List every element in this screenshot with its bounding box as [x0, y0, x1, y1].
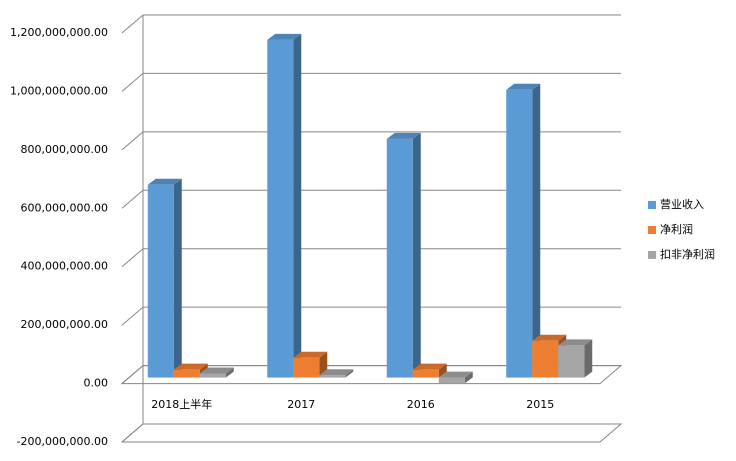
x-tick-label: 2016 [407, 398, 435, 411]
bar-top [199, 367, 234, 374]
bar-3d [506, 83, 541, 378]
grid-line-side [121, 73, 144, 92]
bar [173, 369, 200, 378]
bar [558, 345, 585, 378]
bar-3d [267, 33, 302, 378]
bar-3d [438, 371, 473, 384]
bar-top [438, 371, 473, 378]
grid-line-side [121, 248, 144, 268]
grid-line-side [121, 189, 144, 209]
y-tick-label: -200,000,000.00 [17, 435, 108, 448]
bar [199, 373, 226, 378]
bar-side [532, 83, 541, 378]
legend-label: 净利润 [660, 222, 693, 236]
x-tick-label: 2018上半年 [151, 397, 212, 411]
y-tick-label: 1,000,000,000.00 [10, 84, 108, 97]
x-tick-label: 2015 [526, 398, 554, 411]
grid-line-side [121, 131, 144, 151]
bar [293, 357, 320, 378]
bar-top [319, 369, 354, 376]
legend-label: 营业收入 [660, 197, 704, 211]
bar [506, 89, 533, 378]
bar-top [147, 178, 182, 185]
bar-top [412, 363, 447, 370]
floor [120, 365, 623, 385]
bar-side [438, 363, 447, 378]
bar-top [558, 339, 593, 346]
grid-line-side [121, 306, 144, 326]
bar [267, 39, 294, 378]
bar [532, 340, 559, 378]
bar-3d [558, 339, 593, 378]
bar-side [173, 178, 182, 378]
bar-top [293, 351, 328, 358]
y-tick-label: 0.00 [84, 377, 109, 390]
y-tick-label: 200,000,000.00 [21, 318, 108, 331]
bar-side [412, 132, 421, 378]
bar-3d [386, 132, 421, 378]
bar-side [464, 371, 473, 384]
legend-swatch [648, 251, 656, 259]
bar-top [173, 363, 208, 370]
bar-3d [412, 363, 447, 378]
x-tick-label: 2017 [287, 398, 315, 411]
grid-line-side [121, 14, 144, 34]
bar-3d [199, 367, 234, 378]
bar-top [532, 334, 567, 341]
bar-side [345, 369, 354, 378]
bar-3d [319, 369, 354, 378]
y-tick-label: 800,000,000.00 [21, 143, 108, 156]
legend-swatch [648, 201, 656, 209]
bar-side [293, 33, 302, 378]
floor [120, 423, 623, 443]
bar [412, 369, 439, 378]
legend-swatch [648, 226, 656, 234]
bar [438, 377, 465, 384]
bar [319, 375, 346, 378]
bar-side [584, 339, 593, 378]
bar [386, 138, 413, 378]
bar-top [386, 132, 421, 139]
y-tick-label: 400,000,000.00 [21, 260, 108, 273]
legend-label: 扣非净利润 [660, 247, 715, 261]
bar [147, 184, 174, 378]
bar-top [267, 33, 302, 40]
y-tick-label: 600,000,000.00 [21, 201, 108, 214]
bar-3d [147, 178, 182, 378]
bar-top [506, 83, 541, 90]
y-tick-label: 1,200,000,000.00 [10, 26, 108, 39]
bar-side [225, 367, 234, 378]
